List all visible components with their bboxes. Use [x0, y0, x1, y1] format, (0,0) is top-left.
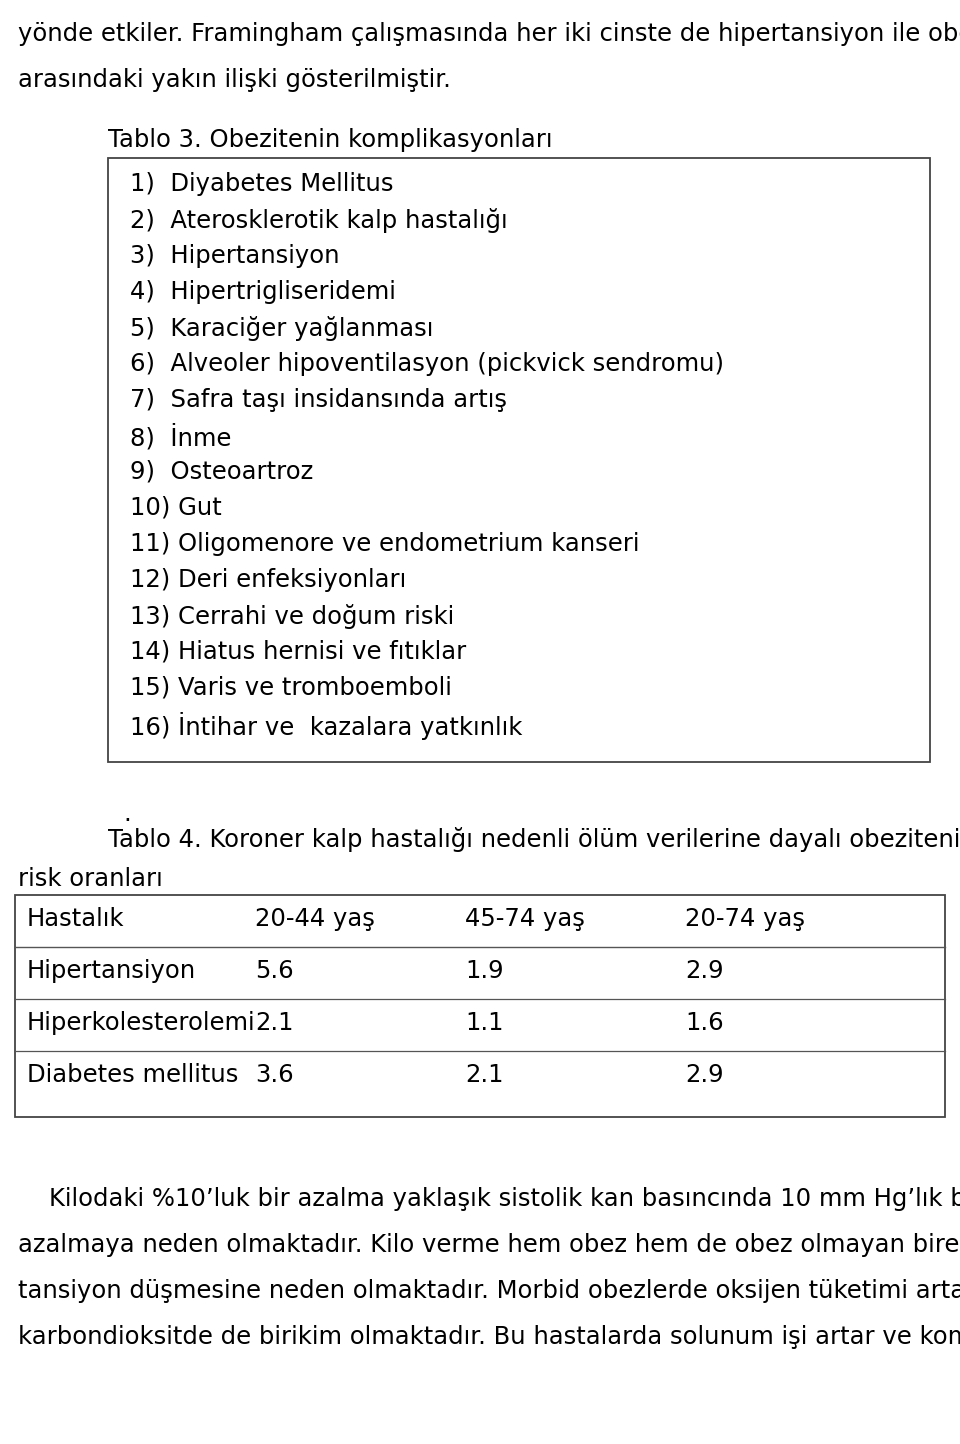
Text: 12) Deri enfeksiyonları: 12) Deri enfeksiyonları	[130, 567, 406, 592]
Text: 1.9: 1.9	[465, 959, 504, 983]
Text: 4)  Hipertrigliseridemi: 4) Hipertrigliseridemi	[130, 280, 396, 305]
Text: karbondioksitde de birikim olmaktadır. Bu hastalarda solunum işi artar ve kompli: karbondioksitde de birikim olmaktadır. B…	[18, 1326, 960, 1349]
Text: Hastalık: Hastalık	[27, 907, 125, 931]
Text: 3.6: 3.6	[255, 1063, 294, 1087]
Text: 2.1: 2.1	[465, 1063, 503, 1087]
Text: Tablo 3. Obezitenin komplikasyonları: Tablo 3. Obezitenin komplikasyonları	[108, 129, 553, 152]
Text: 2.9: 2.9	[685, 959, 724, 983]
Text: 2)  Aterosklerotik kalp hastalığı: 2) Aterosklerotik kalp hastalığı	[130, 208, 508, 232]
Text: 3)  Hipertansiyon: 3) Hipertansiyon	[130, 244, 340, 269]
Text: 5.6: 5.6	[255, 959, 294, 983]
Text: risk oranları: risk oranları	[18, 866, 163, 891]
Text: 10) Gut: 10) Gut	[130, 495, 222, 520]
Text: 1.1: 1.1	[465, 1011, 503, 1035]
Text: 13) Cerrahi ve doğum riski: 13) Cerrahi ve doğum riski	[130, 604, 454, 630]
Text: Hipertansiyon: Hipertansiyon	[27, 959, 196, 983]
Text: 11) Oligomenore ve endometrium kanseri: 11) Oligomenore ve endometrium kanseri	[130, 531, 639, 556]
FancyBboxPatch shape	[108, 157, 930, 762]
Text: Diabetes mellitus: Diabetes mellitus	[27, 1063, 238, 1087]
Text: 45-74 yaş: 45-74 yaş	[465, 907, 585, 931]
Text: Hiperkolesterolemi: Hiperkolesterolemi	[27, 1011, 255, 1035]
Text: 16) İntihar ve  kazalara yatkınlık: 16) İntihar ve kazalara yatkınlık	[130, 712, 522, 739]
Text: 5)  Karaciğer yağlanması: 5) Karaciğer yağlanması	[130, 316, 433, 341]
Text: 20-44 yaş: 20-44 yaş	[255, 907, 374, 931]
Text: Kilodaki %10’luk bir azalma yaklaşık sistolik kan basıncında 10 mm Hg’lık bir: Kilodaki %10’luk bir azalma yaklaşık sis…	[18, 1187, 960, 1212]
Text: 15) Varis ve tromboemboli: 15) Varis ve tromboemboli	[130, 676, 452, 700]
FancyBboxPatch shape	[15, 895, 945, 1118]
Text: 1.6: 1.6	[685, 1011, 724, 1035]
Text: 20-74 yaş: 20-74 yaş	[685, 907, 805, 931]
Text: tansiyon düşmesine neden olmaktadır. Morbid obezlerde oksijen tüketimi artarken: tansiyon düşmesine neden olmaktadır. Mor…	[18, 1279, 960, 1302]
Text: 14) Hiatus hernisi ve fıtıklar: 14) Hiatus hernisi ve fıtıklar	[130, 640, 467, 664]
Text: .: .	[123, 801, 131, 826]
Text: 8)  İnme: 8) İnme	[130, 425, 231, 451]
Text: 2.1: 2.1	[255, 1011, 294, 1035]
Text: Tablo 4. Koroner kalp hastalığı nedenli ölüm verilerine dayalı obezitenin görece: Tablo 4. Koroner kalp hastalığı nedenli …	[108, 827, 960, 852]
Text: 7)  Safra taşı insidansında artış: 7) Safra taşı insidansında artış	[130, 388, 507, 412]
Text: 6)  Alveoler hipoventilasyon (pickvick sendromu): 6) Alveoler hipoventilasyon (pickvick se…	[130, 352, 724, 375]
Text: 9)  Osteoartroz: 9) Osteoartroz	[130, 461, 313, 484]
Text: 1)  Diyabetes Mellitus: 1) Diyabetes Mellitus	[130, 172, 394, 196]
Text: arasındaki yakın ilişki gösterilmiştir.: arasındaki yakın ilişki gösterilmiştir.	[18, 68, 451, 92]
Text: azalmaya neden olmaktadır. Kilo verme hem obez hem de obez olmayan bireylerde: azalmaya neden olmaktadır. Kilo verme he…	[18, 1233, 960, 1256]
Text: 2.9: 2.9	[685, 1063, 724, 1087]
Text: yönde etkiler. Framingham çalışmasında her iki cinste de hipertansiyon ile obezi: yönde etkiler. Framingham çalışmasında h…	[18, 22, 960, 46]
